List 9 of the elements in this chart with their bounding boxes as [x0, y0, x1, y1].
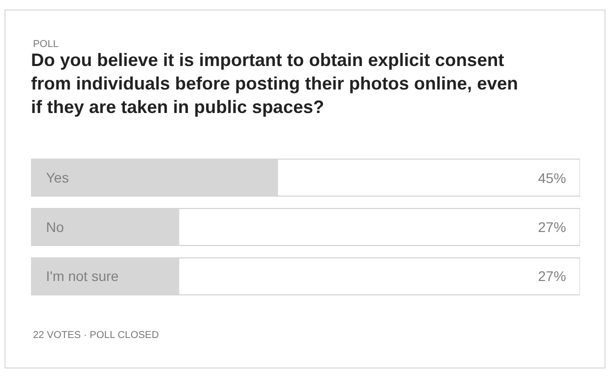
y-tick-label: Yes — [46, 170, 69, 186]
y-tick-label: No — [46, 218, 64, 235]
text: POLL — [33, 39, 60, 50]
data-label: 27% — [538, 219, 566, 235]
data-label: 27% — [538, 268, 566, 284]
chart-title: Do you believe it is important to obtain explicit consent from individuals before posting their photos online, even if they are taken in public spaces? — [31, 50, 518, 117]
text: 22 VOTES · POLL CLOSED — [33, 330, 159, 341]
data-label: 45% — [538, 170, 566, 186]
y-tick-label: I'm not sure — [46, 268, 119, 284]
